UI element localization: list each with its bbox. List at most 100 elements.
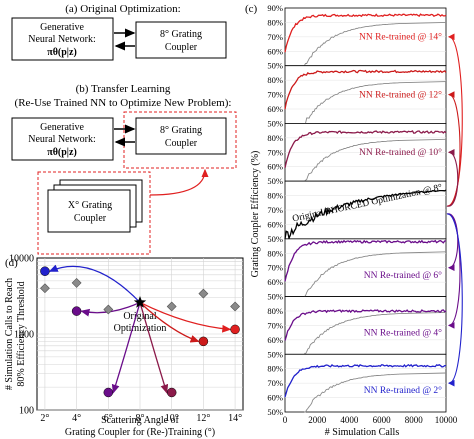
- panel-c-main-curve: [284, 239, 447, 282]
- panel-c-ytick-label: 80%: [267, 75, 283, 85]
- coupler-box-a-line2: Coupler: [165, 42, 198, 53]
- panel-d-xtick-label: 6°: [104, 413, 113, 424]
- panel-d-star-point: [133, 296, 147, 308]
- panel-c-xtick-label: 4000: [340, 415, 359, 425]
- arrow-transfer: [149, 168, 209, 196]
- panel-d-diamond-point: [198, 288, 209, 299]
- panel-c-ytick-label: 70%: [267, 320, 283, 330]
- panel-c-ytick-label: 70%: [267, 147, 283, 157]
- panel-d-retrained-point: [166, 387, 177, 398]
- panel-d-retrained-point: [103, 387, 114, 398]
- panel-c-subplot: 50% 60% 70% 80% 90% NN Re-trained @ 14°: [267, 3, 447, 71]
- panel-c-side-arrows: [446, 33, 463, 387]
- panel-c-ytick-label: 50%: [267, 349, 283, 359]
- panel-c-xtick-label: 2000: [308, 415, 327, 425]
- panel-c-reference-curve: [304, 138, 447, 182]
- panel-c-reference-curve: [303, 21, 447, 66]
- panel-c-ytick-label: 70%: [267, 205, 283, 215]
- panel-c-ytick-label: 80%: [267, 306, 283, 316]
- coupler-box-a-line1: 8° Grating: [160, 29, 202, 40]
- panel-c-reference-curve: [304, 372, 447, 413]
- panel-d-xlabel-line2: Grating Coupler for (Re-)Training (°): [65, 427, 215, 438]
- stack-card-front: [47, 189, 131, 233]
- nn-box-a-line2: Neural Network:: [28, 34, 95, 45]
- panel-c-ytick-label: 70%: [267, 90, 283, 100]
- panel-c-subplot-label: NN Re-trained @ 4°: [364, 328, 442, 339]
- panel-d: (d) 100 1000 10000 2° 4° 6° 8° 10° 12° 14° # Simu…: [4, 254, 244, 438]
- panel-a: (a) Original Optimization: Generative Ne…: [11, 3, 227, 61]
- panel-c-subplot: 50% 60% 70% 80% NN Re-trained @ 6°: [267, 238, 447, 302]
- panel-c-label: (c): [245, 3, 258, 15]
- dashed-frame-xdeg: [37, 171, 151, 255]
- panel-c-main-curve: [284, 69, 447, 110]
- nn-box-b-line1: Generative: [40, 122, 84, 133]
- panel-c-side-arrow: [446, 149, 459, 207]
- panel-c-subplot-label: NN Re-trained @ 6°: [364, 270, 442, 281]
- panel-c-subplot: 50% 60% 70% 80% NN Re-trained @ 10°: [267, 123, 447, 186]
- panel-c-ytick-label: 80%: [267, 248, 283, 258]
- panel-b-heading: (b) Transfer Learning: [76, 83, 171, 95]
- panel-c-xlabel: # Simulation Calls: [325, 427, 400, 438]
- panel-c-ytick-label: 90%: [267, 3, 283, 13]
- panel-c-ytick-label: 50%: [267, 407, 283, 417]
- panel-c-ytick-label: 60%: [267, 277, 283, 287]
- panel-c-ytick-label: 80%: [267, 364, 283, 374]
- stack-line1: X° Grating: [68, 200, 112, 211]
- panel-d-diamond-point: [166, 301, 177, 312]
- panel-c-side-arrow: [446, 213, 459, 271]
- panel-c-ytick-label: 60%: [267, 104, 283, 114]
- panel-c-subplot-label: NN Re-trained @ 10°: [359, 147, 442, 158]
- panel-d-xtick-label: 2°: [40, 413, 49, 424]
- panel-c-main-curve: [284, 363, 446, 398]
- nn-box-a: [11, 17, 114, 61]
- panel-c-ytick-label: 70%: [267, 378, 283, 388]
- panel-d-diamond-point: [39, 283, 50, 294]
- coupler-box-b-line2: Coupler: [165, 138, 198, 149]
- panel-d-arrow: [139, 301, 200, 343]
- panel-d-ylabel-line2: 80% Efficiency Threshold: [16, 281, 27, 386]
- panel-c-reference-curve: [304, 251, 447, 297]
- stack-line2: Coupler: [74, 213, 107, 224]
- panel-c-subplot: 50% 60% 70% 80% NN Re-trained @ 4°: [267, 296, 447, 359]
- panel-d-xtick-label: 4°: [72, 413, 81, 424]
- panel-d-ticks: 100 1000 10000 2° 4° 6° 8° 10° 12° 14°: [9, 254, 242, 425]
- panel-d-marks: [39, 266, 241, 398]
- panel-c-subplot: 50% 60% 70% 80% NN Re-trained @ 12°: [267, 65, 447, 128]
- panel-c-ytick-label: 70%: [267, 32, 283, 42]
- panel-c-ytick-label: 60%: [267, 335, 283, 345]
- panel-d-grid: [37, 258, 243, 411]
- panel-d-xtick-label: 14°: [228, 413, 242, 424]
- panel-a-heading: (a) Original Optimization:: [65, 3, 180, 15]
- panel-d-xtick-label: 8°: [136, 413, 145, 424]
- panel-c-ytick-label: 70%: [267, 263, 283, 273]
- panel-c-side-arrow: [446, 213, 463, 387]
- panel-d-retrained-point: [230, 324, 240, 335]
- panel-d-retrained-point: [40, 266, 50, 276]
- coupler-box-b: [135, 117, 227, 155]
- panel-d-retrained-point: [71, 306, 82, 316]
- panel-c-main-curve: [284, 130, 447, 168]
- panel-c-subplot-label: NN Re-trained @ 14°: [359, 32, 442, 43]
- panel-c-ytick-label: 60%: [267, 219, 283, 229]
- panel-c-reference-curve: [304, 81, 447, 124]
- panel-c-xtick-label: 10000: [435, 415, 458, 425]
- panel-c-xtick-label: 8000: [405, 415, 424, 425]
- panel-d-xtick-label: 10°: [165, 413, 179, 424]
- panel-c: (c) 50% 60% 70% 80% 90% NN Re-trained @ 14° 50…: [245, 3, 463, 438]
- panel-c-xtick-label: 0: [283, 415, 288, 425]
- panel-c-ytick-label: 50%: [267, 292, 283, 302]
- panel-c-xtick-label: 6000: [373, 415, 392, 425]
- panel-d-retrained-point: [198, 336, 209, 347]
- nn-box-a-line3: πθ(p|z): [47, 47, 77, 58]
- panel-d-diamond-point: [103, 304, 114, 315]
- panel-c-ylabel-text: Grating Coupler Efficiency (%): [250, 151, 261, 278]
- nn-box-a-line1: Generative: [40, 22, 84, 33]
- panel-d-xlabel-line1: Scattering Angle of: [101, 415, 179, 426]
- coupler-box-b-line1: 8° Grating: [160, 125, 202, 136]
- panel-d-xtick-label: 12°: [196, 413, 210, 424]
- panel-c-main-curve: [284, 13, 447, 53]
- panel-c-subplot-label: NN Re-trained @ 12°: [359, 89, 442, 100]
- panel-c-side-arrow: [446, 213, 461, 329]
- panel-d-arrow: [111, 302, 141, 394]
